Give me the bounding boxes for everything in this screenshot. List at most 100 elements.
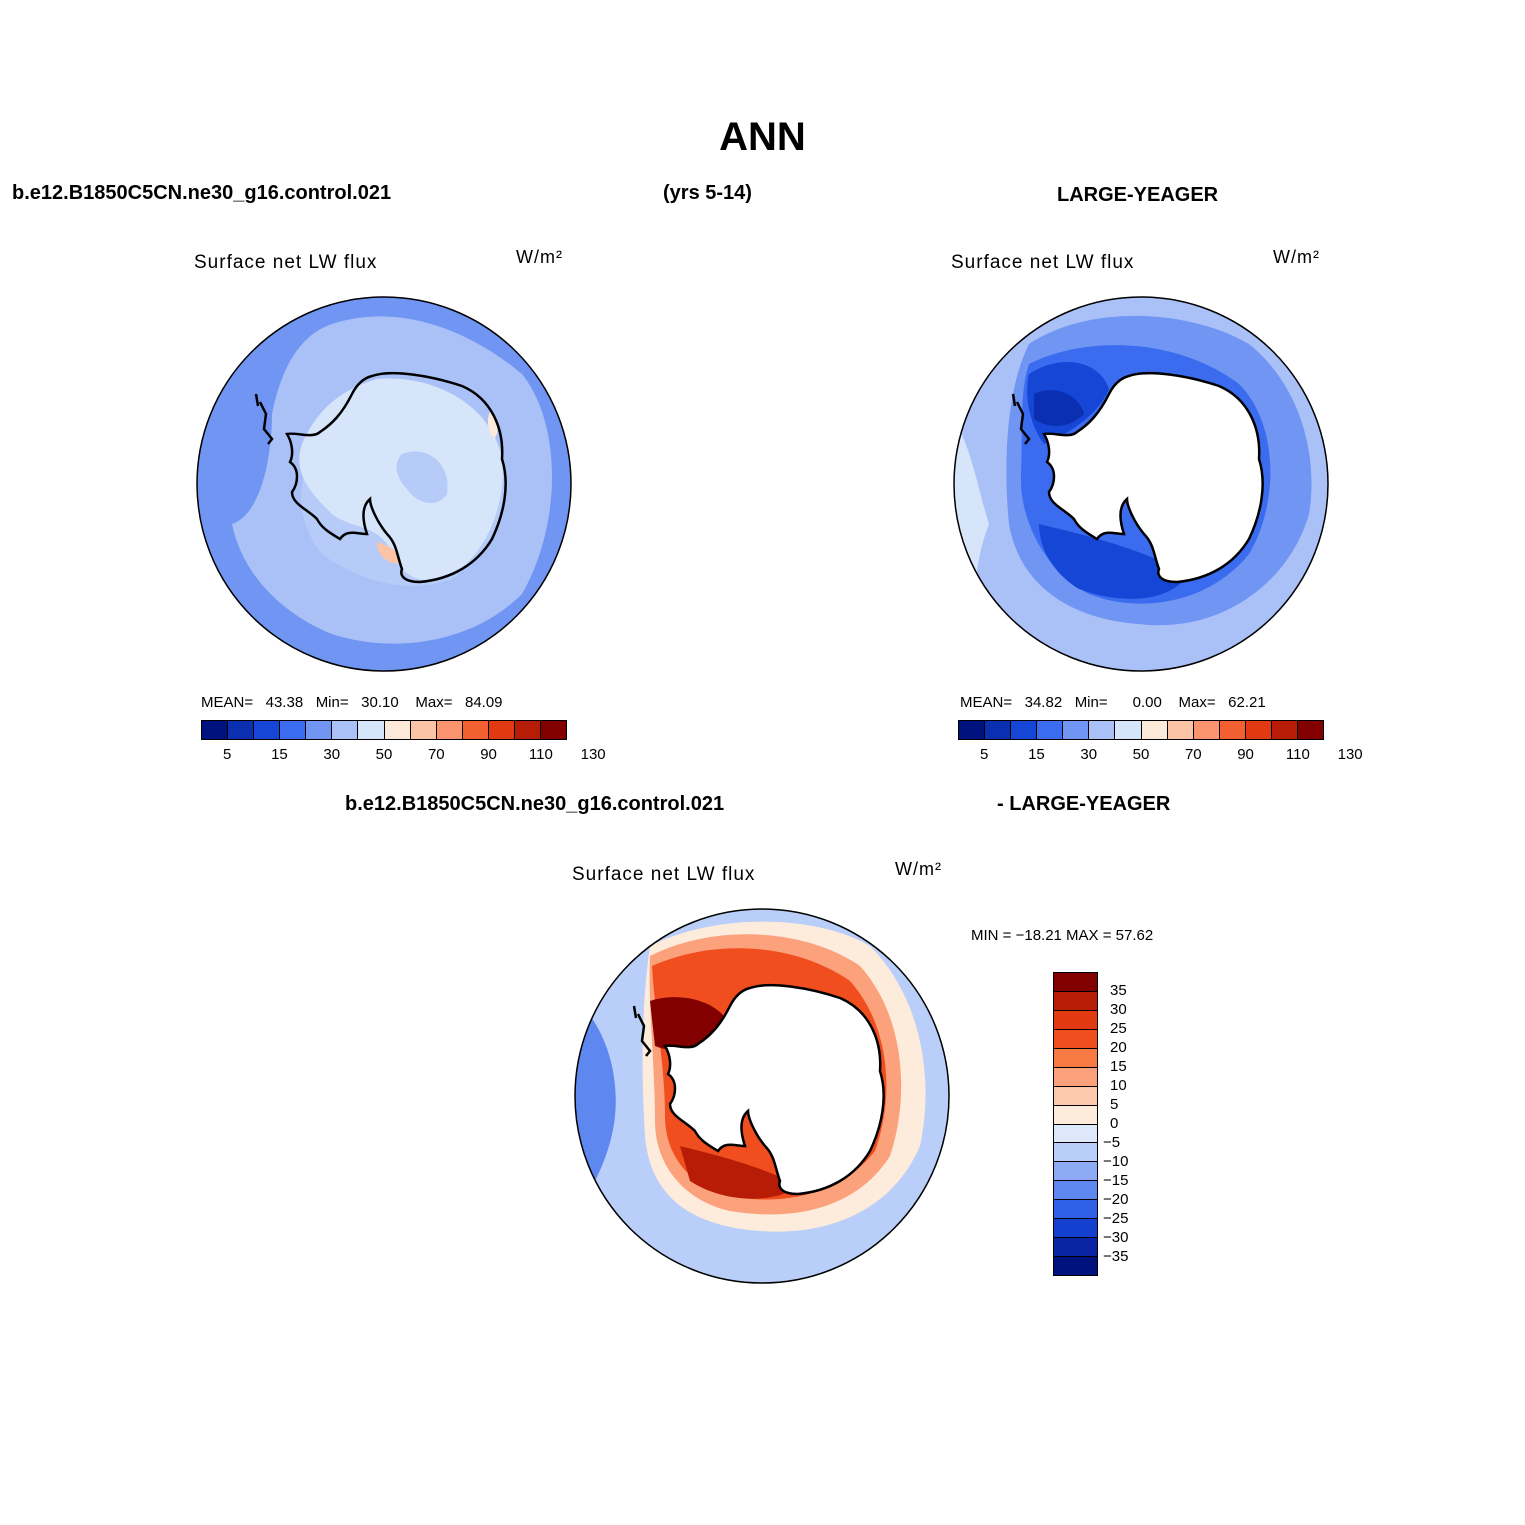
panel2-colorbar <box>958 720 1324 740</box>
panel3-colorbar-tick-label: −20 <box>1103 1191 1129 1208</box>
panel3-colorbar-swatch <box>1054 973 1097 991</box>
panel1-colorbar-tick-label: 5 <box>222 746 232 763</box>
top-right-label: LARGE-YEAGER <box>1057 184 1219 206</box>
top-center-label: (yrs 5-14) <box>663 182 752 204</box>
panel3-title: Surface net LW flux <box>572 864 756 885</box>
panel2-colorbar-tick-label: 70 <box>1184 746 1202 763</box>
panel3-colorbar-tick-label: 25 <box>1110 1020 1127 1037</box>
panel2-colorbar-tick-label: 90 <box>1237 746 1254 763</box>
panel3-colorbar-tick-label: 15 <box>1110 1058 1127 1075</box>
panel1-coastline <box>284 371 507 584</box>
panel3-colorbar-swatch <box>1054 1085 1097 1105</box>
panel3-colorbar-swatch <box>1054 1142 1097 1162</box>
panel2-colorbar-ticks: 5 15 30 50 70 90 110 130 <box>958 746 1363 766</box>
panel2-peninsula-coastline <box>1011 393 1031 445</box>
panel3-stats: MIN = −18.21 MAX = 57.62 <box>971 927 1154 944</box>
panel1-max-value: 84.09 <box>464 694 503 711</box>
panel1-colorbar-swatch <box>461 721 488 739</box>
panel2-coastline <box>1041 371 1264 584</box>
panel2-map <box>953 296 1329 672</box>
panel1-peninsula-coastline <box>254 393 274 445</box>
panel2-colorbar-tick-label: 110 <box>1285 746 1310 763</box>
panel2-colorbar-swatch <box>959 721 985 739</box>
panel1-field-warm-patch <box>377 542 399 564</box>
panel3-map <box>574 908 950 1284</box>
panel2-colorbar-tick-label: 50 <box>1132 746 1150 763</box>
panel2-colorbar-tick-label: 130 <box>1337 746 1363 763</box>
panel3-colorbar-swatch <box>1054 990 1097 1010</box>
panel3-colorbar-tick-label: −5 <box>1103 1134 1121 1151</box>
panel1-colorbar-swatch <box>331 721 358 739</box>
panel3-colorbar-swatch <box>1054 1047 1097 1067</box>
panel2-colorbar-tick-label: 15 <box>1028 746 1045 763</box>
panel2-min-value: 0.00 <box>1132 694 1162 711</box>
panel3-map-border <box>574 908 950 1284</box>
panel2-colorbar-swatch <box>1088 721 1115 739</box>
panel2-stats: MEAN= 34.82 Min= 0.00 Max= 62.21 <box>960 694 1266 711</box>
panel3-colorbar-swatch <box>1054 1009 1097 1029</box>
panel2-colorbar-swatch <box>1192 721 1219 739</box>
panel3-colorbar-swatch <box>1054 1028 1097 1048</box>
panel1-colorbar-ticks: 5 15 30 50 70 90 110 130 <box>201 746 606 766</box>
panel2-mean-label: MEAN= <box>960 694 1013 711</box>
panel1-colorbar-tick-label: 90 <box>480 746 497 763</box>
panel1-max-label: Max= <box>415 694 453 711</box>
panel1-min-label: Min= <box>315 694 349 711</box>
panel3-colorbar-swatch <box>1054 1180 1097 1200</box>
panel3-colorbar-tick-label: −35 <box>1103 1248 1129 1265</box>
panel2-colorbar-swatch <box>1270 721 1298 739</box>
panel2-field-masked-continent <box>1044 373 1263 582</box>
panel1-colorbar-tick-label: 30 <box>323 746 341 763</box>
panel2-map-border <box>953 296 1329 672</box>
panel1-colorbar-tick-label: 70 <box>427 746 445 763</box>
panel3-colorbar-swatch <box>1054 1218 1097 1238</box>
panel1-colorbar-swatch <box>253 721 280 739</box>
panel1-colorbar-swatch <box>540 721 567 739</box>
panel1-stats: MEAN= 43.38 Min= 30.10 Max= 84.09 <box>201 694 503 711</box>
panel3-colorbar-tick-label: −10 <box>1103 1153 1129 1170</box>
panel2-colorbar-swatch <box>1010 721 1037 739</box>
panel3-colorbar-swatch <box>1054 1123 1097 1143</box>
panel2-max-label: Max= <box>1178 694 1216 711</box>
panel1-map-border <box>196 296 572 672</box>
panel1-colorbar <box>201 720 567 740</box>
panel1-colorbar-tick-label: 110 <box>528 746 553 763</box>
panel1-colorbar-tick-label: 15 <box>271 746 288 763</box>
top-left-label: b.e12.B1850C5CN.ne30_g16.control.021 <box>12 182 392 204</box>
panel2-colorbar-swatch <box>1166 721 1193 739</box>
panel1-colorbar-swatch <box>202 721 228 739</box>
panel3-colorbar-swatch <box>1054 1237 1097 1257</box>
panel2-colorbar-swatch <box>1297 721 1324 739</box>
panel1-field-warm-patch-2 <box>487 412 498 439</box>
panel1-colorbar-tick-label: 130 <box>580 746 606 763</box>
panel3-colorbar-swatch <box>1054 1199 1097 1219</box>
panel1-units: W/m² <box>516 247 563 267</box>
panel1-title: Surface net LW flux <box>194 252 378 273</box>
panel2-field-deep-north-core <box>1034 390 1084 426</box>
panel1-colorbar-swatch <box>409 721 436 739</box>
panel2-colorbar-swatch <box>1218 721 1245 739</box>
panel3-colorbar <box>1053 972 1098 1276</box>
panel1-colorbar-swatch <box>383 721 410 739</box>
panel1-colorbar-swatch <box>435 721 462 739</box>
panel3-colorbar-swatch <box>1054 1066 1097 1086</box>
panel1-map <box>196 296 572 672</box>
panel3-colorbar-tick-label: 35 <box>1110 982 1127 999</box>
panel1-colorbar-tick-label: 50 <box>375 746 393 763</box>
panel3-field-masked-continent <box>665 985 884 1194</box>
panel3-colorbar-tick-label: 5 <box>1110 1096 1119 1113</box>
bottom-left-label: b.e12.B1850C5CN.ne30_g16.control.021 <box>345 793 725 815</box>
panel1-min-value: 30.10 <box>361 694 399 711</box>
panel3-colorbar-swatch <box>1054 1104 1097 1124</box>
panel1-colorbar-swatch <box>513 721 541 739</box>
bottom-right-label: - LARGE-YEAGER <box>997 793 1171 815</box>
panel2-max-value: 62.21 <box>1228 694 1266 711</box>
panel3-colorbar-tick-label: 30 <box>1110 1001 1127 1018</box>
panel1-colorbar-swatch <box>305 721 332 739</box>
panel1-colorbar-swatch <box>357 721 384 739</box>
panel2-colorbar-swatch <box>1036 721 1063 739</box>
panel3-colorbar-ticks: 35 30 25 20 15 10 5 0 −5 −10 −15 −20 −25 −30 −35 <box>1103 972 1163 1276</box>
panel3-colorbar-tick-label: 10 <box>1110 1077 1127 1094</box>
panel3-peninsula-coastline <box>632 1005 652 1057</box>
panel3-colorbar-tick-label: −25 <box>1103 1210 1129 1227</box>
